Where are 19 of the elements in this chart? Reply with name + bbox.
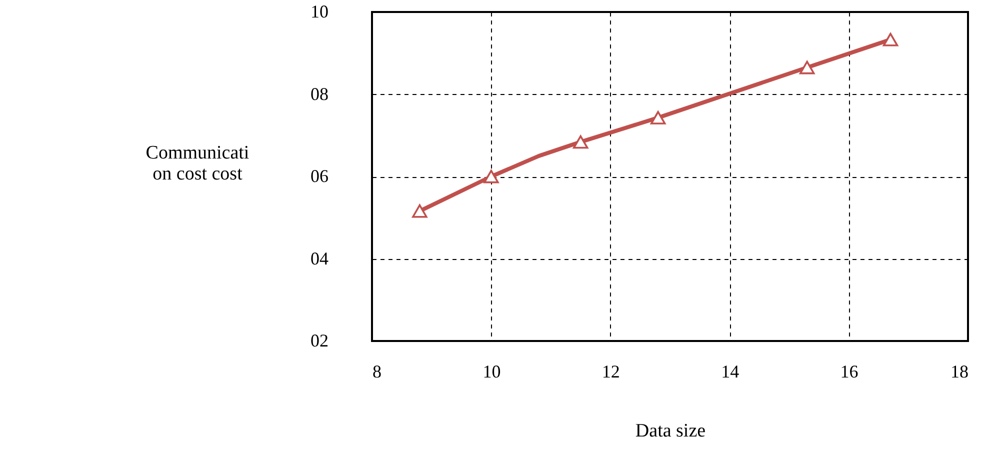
point: [799, 60, 815, 74]
x-tick-label: 8: [372, 362, 382, 382]
y-tick-label: 06: [310, 166, 328, 186]
y-tick-label: 04: [310, 248, 328, 268]
x-tick-label: 10: [482, 362, 501, 382]
point: [412, 204, 428, 218]
y-tick-label: 08: [310, 84, 328, 104]
point: [572, 135, 588, 149]
y-tick-label: 10: [310, 2, 328, 22]
point: [650, 110, 666, 124]
point: [882, 32, 898, 46]
point: [484, 170, 499, 184]
x-tick-label: 16: [840, 362, 858, 382]
x-tick-label: 12: [602, 362, 620, 382]
x-axis-title: Data size: [635, 420, 706, 442]
x-tick-label: 14: [721, 362, 740, 382]
y-tick-label: 02: [310, 330, 328, 350]
y-axis-title: Communicati on cost cost: [146, 142, 250, 184]
x-tick-label: 18: [950, 362, 968, 382]
